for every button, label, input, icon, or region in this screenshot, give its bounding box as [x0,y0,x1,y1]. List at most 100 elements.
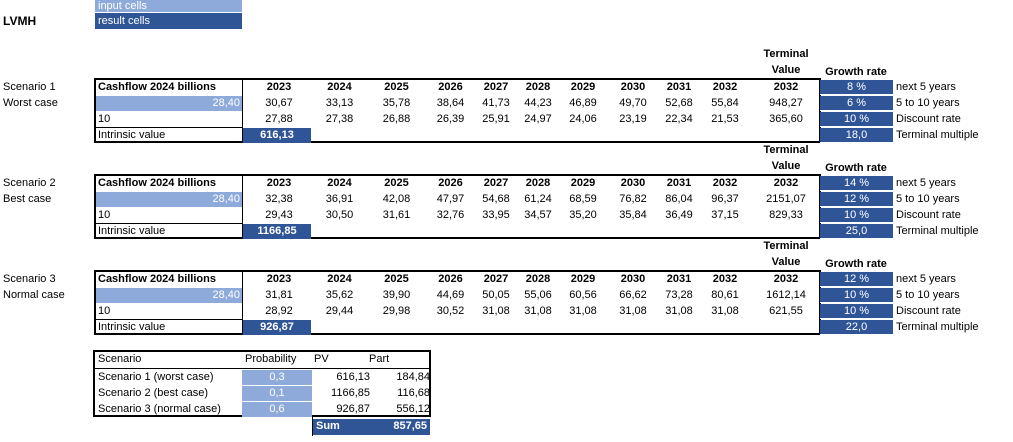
discounted-value: 31,08 [711,305,739,317]
cashflow-value: 38,64 [436,97,465,109]
summary-header: Part [369,353,390,365]
growth-rate-input[interactable]: 25,0 [820,224,893,239]
growth-rate-input[interactable]: 8 % [820,80,893,95]
cashflow-input[interactable]: 28,40 [96,288,242,303]
intrinsic-label: Intrinsic value [98,321,166,333]
row-divider [94,223,242,224]
discounted-value: 33,95 [482,209,510,221]
growth-rate-input[interactable]: 6 % [820,96,893,111]
summary-header: PV [314,353,329,365]
probability-input[interactable]: 0,1 [242,386,312,401]
growth-rate-input[interactable]: 12 % [820,192,893,207]
discounted-value: 27,88 [265,113,293,125]
cashflow-header: Cashflow 2024 billions [98,177,216,189]
summary-scenario-name: Scenario 2 (best case) [98,387,209,399]
summary-scenario-name: Scenario 3 (normal case) [98,403,221,415]
divider [242,78,243,143]
summary-header: Probability [245,353,297,365]
terminal-year: 2032 [773,81,799,93]
legend-input-cells[interactable]: input cells [95,0,242,12]
discounted-value: 31,08 [569,305,597,317]
scenario-name: Scenario 3 [3,273,56,285]
year-header: 2028 [525,177,551,189]
cashflow-value: 66,62 [619,289,647,301]
rate-label: Discount rate [896,209,961,221]
intrinsic-label: Intrinsic value [98,225,166,237]
scenario-name: Scenario 1 [3,81,56,93]
company-title[interactable]: LVMH [3,14,37,28]
cashflow-value: 49,70 [619,97,647,109]
cashflow-value: 44,69 [436,289,465,301]
cashflow-value: 33,13 [325,97,354,109]
cashflow-value: 61,24 [524,193,552,205]
year-header: 2027 [483,177,509,189]
discounted-value: 35,20 [569,209,597,221]
discounted-value: 29,43 [265,209,293,221]
discounted-value: 31,08 [619,305,647,317]
cashflow-value: 96,37 [711,193,739,205]
growth-rate-input[interactable]: 14 % [820,176,893,191]
rate-label: Terminal multiple [896,129,979,141]
sum-divider [312,417,313,436]
probability-input[interactable]: 0,3 [242,370,312,385]
discounted-value: 36,49 [665,209,693,221]
growth-rate-input[interactable]: 10 % [820,112,893,127]
cashflow-value: 36,91 [325,193,354,205]
summary-scenario-name: Scenario 1 (worst case) [98,371,214,383]
year-header: 2030 [620,177,646,189]
growth-rate-input[interactable]: 18,0 [820,128,893,143]
year-header: 2028 [525,273,551,285]
summary-part: 116,68 [397,387,430,399]
discounted-value: 27,38 [325,113,354,125]
rate-label: Discount rate [896,305,961,317]
discounted-value: 24,06 [569,113,597,125]
terminal-year: 2032 [773,273,799,285]
cashflow-input[interactable]: 28,40 [96,96,242,111]
discounted-value: 37,15 [711,209,739,221]
growth-rate-input[interactable]: 22,0 [820,320,893,335]
cashflow-value: 39,90 [382,289,411,301]
years-input[interactable]: 10 [98,113,111,125]
intrinsic-value: 1166,85 [243,224,311,239]
sum-value: 857,65 [393,420,427,432]
rate-label: next 5 years [896,81,956,93]
cashflow-value: 76,82 [619,193,647,205]
growth-rate-input[interactable]: 10 % [820,208,893,223]
growth-rate-input[interactable]: 10 % [820,288,893,303]
cashflow-value: 52,68 [665,97,693,109]
scenario-case: Normal case [3,289,65,301]
growth-rate-header: Growth rate [825,162,887,174]
year-header: 2031 [666,273,692,285]
cashflow-value: 47,97 [436,193,465,205]
year-header: 2024 [327,273,352,285]
year-header: 2024 [327,177,352,189]
divider [242,174,243,239]
cashflow-value: 31,81 [265,289,293,301]
terminal-header-line2: Value [771,64,801,76]
year-header: 2027 [483,81,509,93]
discounted-value: 31,08 [482,305,510,317]
cashflow-value: 50,05 [482,289,510,301]
scenario-case: Best case [3,193,52,205]
cashflow-value: 55,84 [711,97,739,109]
terminal-discounted: 621,55 [769,305,803,317]
discounted-value: 31,08 [524,305,552,317]
discounted-value: 26,39 [436,113,465,125]
year-header: 2026 [438,81,463,93]
terminal-discounted: 365,60 [769,113,803,125]
growth-rate-input[interactable]: 10 % [820,304,893,319]
year-header: 2032 [712,273,738,285]
growth-rate-input[interactable]: 12 % [820,272,893,287]
cashflow-value: 68,59 [569,193,597,205]
probability-input[interactable]: 0,6 [242,402,312,417]
summary-part: 556,12 [396,403,430,415]
legend-result-cells[interactable]: result cells [95,13,242,29]
growth-rate-header: Growth rate [825,258,887,270]
discounted-value: 24,97 [524,113,552,125]
cashflow-input[interactable]: 28,40 [96,192,242,207]
years-input[interactable]: 10 [98,209,111,221]
discounted-value: 28,92 [265,305,293,317]
discounted-value: 35,84 [619,209,647,221]
years-input[interactable]: 10 [98,305,111,317]
year-header: 2032 [712,177,738,189]
